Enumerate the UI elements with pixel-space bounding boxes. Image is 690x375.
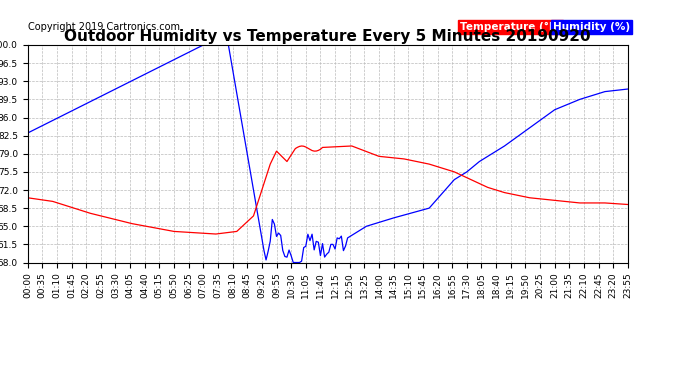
Temperature (°F) [23, 195, 32, 200]
Humidity (%) [542, 114, 551, 118]
Text: Copyright 2019 Cartronics.com: Copyright 2019 Cartronics.com [28, 22, 179, 32]
Temperature (°F) [348, 144, 356, 148]
Temperature (°F) [624, 202, 632, 207]
Humidity (%) [331, 247, 339, 251]
Humidity (%) [199, 43, 208, 47]
Line: Humidity (%): Humidity (%) [28, 45, 628, 262]
Temperature (°F) [575, 201, 584, 205]
Humidity (%) [532, 121, 540, 126]
Temperature (°F) [212, 232, 220, 236]
Humidity (%) [624, 87, 632, 91]
Temperature (°F) [329, 145, 337, 149]
Humidity (%) [557, 105, 565, 110]
Text: Temperature (°F): Temperature (°F) [460, 22, 560, 32]
Humidity (%) [289, 260, 297, 265]
Humidity (%) [575, 97, 584, 102]
Temperature (°F) [557, 199, 565, 203]
Line: Temperature (°F): Temperature (°F) [28, 146, 628, 234]
Temperature (°F) [542, 197, 551, 202]
Temperature (°F) [532, 196, 540, 201]
Title: Outdoor Humidity vs Temperature Every 5 Minutes 20190920: Outdoor Humidity vs Temperature Every 5 … [64, 29, 591, 44]
Text: Humidity (%): Humidity (%) [553, 22, 630, 32]
Temperature (°F) [76, 208, 84, 212]
Humidity (%) [23, 131, 32, 135]
Humidity (%) [76, 105, 84, 109]
